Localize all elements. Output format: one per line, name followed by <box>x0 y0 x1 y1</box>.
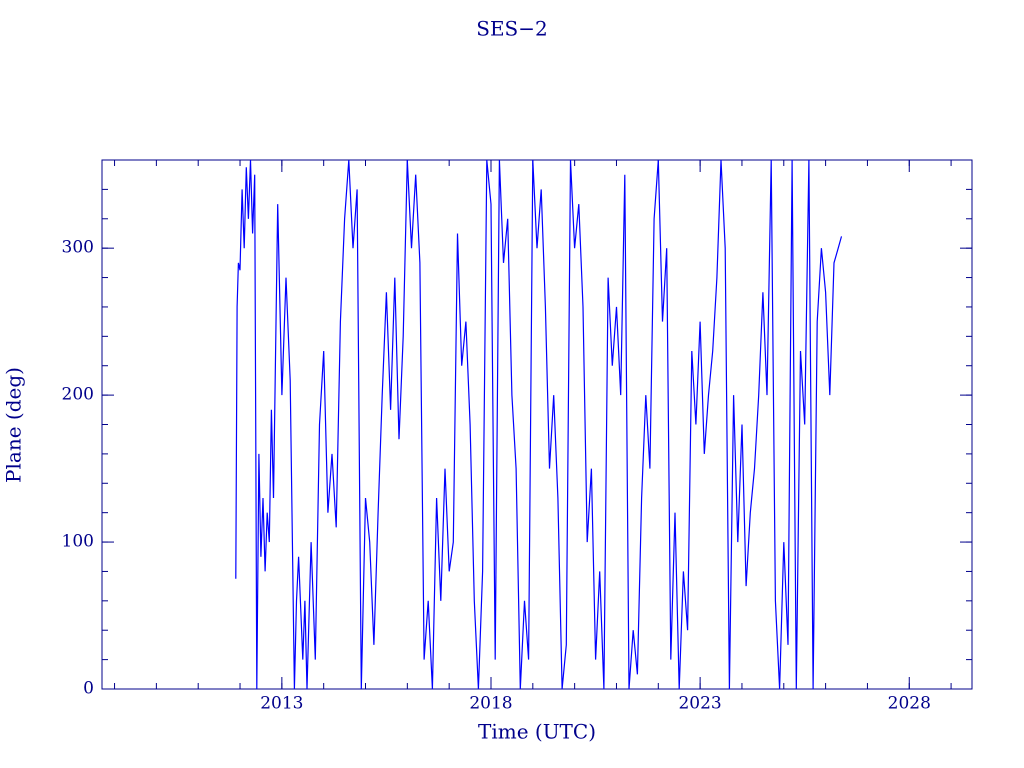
y-tick-label: 300 <box>62 238 94 258</box>
x-tick-label: 2023 <box>678 694 721 714</box>
x-tick-label: 2018 <box>469 694 512 714</box>
x-tick-label: 2028 <box>888 694 931 714</box>
chart-title: SES−2 <box>476 17 547 41</box>
y-axis-label: Plane (deg) <box>2 367 26 483</box>
x-axis-label: Time (UTC) <box>478 720 596 744</box>
x-tick-label: 2013 <box>260 694 303 714</box>
y-tick-label: 200 <box>62 385 94 405</box>
data-line <box>235 159 843 690</box>
y-tick-label: 0 <box>83 679 94 699</box>
y-tick-label: 100 <box>62 532 94 552</box>
